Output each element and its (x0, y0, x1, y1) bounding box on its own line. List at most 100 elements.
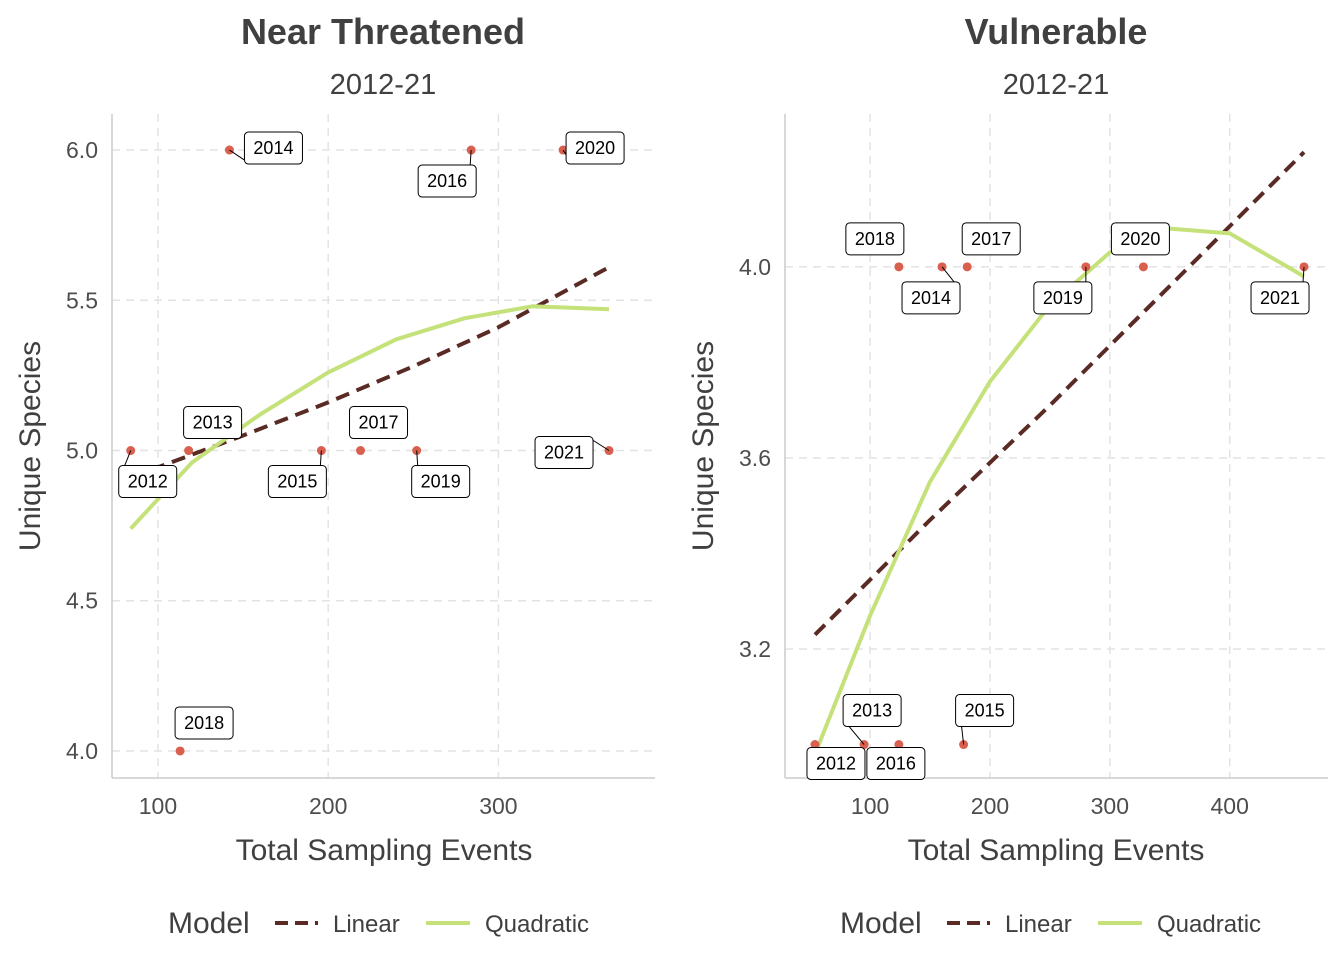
point-label: 2020 (1120, 229, 1160, 249)
series-line-quadratic (129, 304, 610, 530)
point-label: 2013 (193, 413, 233, 433)
x-axis-title: Total Sampling Events (236, 834, 533, 867)
point-label: 2016 (876, 754, 916, 774)
label-leader-line (1302, 266, 1305, 282)
legend-title: Model (168, 907, 250, 940)
point-label: 2020 (575, 138, 615, 158)
y-tick-labels: 4.0 4.5 5.0 5.5 6.0 (66, 137, 98, 764)
y-tick-label: 3.6 (739, 445, 771, 471)
point-label: 2012 (816, 754, 856, 774)
y-axis-title: Unique Species (687, 341, 720, 551)
point-label-box (565, 131, 625, 165)
point-label: 2014 (911, 288, 951, 308)
x-tick-labels: 100 200 300 (139, 793, 518, 819)
legend-left: Model Linear Quadratic (168, 907, 589, 940)
point-label: 2015 (965, 701, 1005, 721)
point-labels: 2012 2013 2014 2015 2016 2017 2018 2019 2020 2021 (118, 131, 625, 740)
point-label-box (961, 222, 1021, 256)
x-tick-labels: 100 200 300 400 (851, 793, 1249, 819)
y-tick-label: 6.0 (66, 137, 98, 163)
point-label-box (534, 436, 594, 470)
point-label-box (411, 465, 471, 499)
point-label: 2018 (855, 229, 895, 249)
y-tick-label: 5.5 (66, 287, 98, 313)
point-label-box (1033, 281, 1093, 315)
point-label-box (267, 465, 327, 499)
y-tick-label: 3.2 (739, 636, 771, 662)
point-label: 2018 (184, 713, 224, 733)
data-point (356, 446, 366, 456)
label-leader-line (416, 450, 419, 466)
label-leader-line (124, 450, 132, 466)
legend-label-linear: Linear (333, 911, 400, 938)
point-label-box (806, 747, 866, 781)
point-label: 2016 (427, 171, 467, 191)
x-tick-label: 400 (1211, 793, 1249, 819)
x-tick-label: 200 (309, 793, 347, 819)
chart-subtitle: 2012-21 (330, 69, 436, 101)
point-label-box (417, 164, 477, 198)
y-axis-title: Unique Species (14, 341, 47, 551)
series-line-linear (813, 150, 1306, 637)
panel-near-threatened: Near Threatened 2012-21 4.0 4.5 5.0 5.5 … (14, 11, 655, 867)
chart-subtitle: 2012-21 (1003, 69, 1109, 101)
point-label-box (845, 222, 905, 256)
x-tick-label: 100 (139, 793, 177, 819)
point-label-box (243, 131, 303, 165)
point-labels: 2012 2013 2014 2015 2016 2017 2018 2019 2020 2021 (806, 222, 1310, 781)
x-tick-label: 100 (851, 793, 889, 819)
label-leader-line (961, 726, 965, 745)
legend-label-quadratic: Quadratic (485, 911, 589, 938)
point-label-box (1110, 222, 1170, 256)
point-label-box (118, 465, 178, 499)
point-label: 2021 (544, 443, 584, 463)
point-label-box (174, 706, 234, 740)
y-tick-label: 4.0 (66, 738, 98, 764)
point-label: 2017 (358, 413, 398, 433)
x-tick-label: 300 (479, 793, 517, 819)
legend-label-linear: Linear (1005, 911, 1072, 938)
x-axis-title: Total Sampling Events (908, 834, 1205, 867)
label-leader-line (941, 266, 955, 283)
y-tick-labels: 3.2 3.6 4.0 (739, 254, 771, 662)
y-tick-label: 5.0 (66, 438, 98, 464)
legend-title: Model (840, 907, 922, 940)
legend-right: Model Linear Quadratic (840, 907, 1261, 940)
y-tick-label: 4.5 (66, 588, 98, 614)
data-point (1138, 262, 1148, 272)
y-tick-label: 4.0 (739, 254, 771, 280)
chart-title: Near Threatened (241, 11, 525, 52)
point-label-box (1250, 281, 1310, 315)
series-line-linear (129, 265, 610, 480)
point-label: 2021 (1260, 288, 1300, 308)
data-point (894, 262, 904, 272)
x-tick-label: 200 (971, 793, 1009, 819)
data-point (962, 262, 972, 272)
model-lines (129, 265, 610, 530)
data-point (810, 740, 820, 750)
label-leader-line (469, 150, 472, 166)
data-points (126, 145, 614, 756)
legend-label-quadratic: Quadratic (1157, 911, 1261, 938)
data-point (175, 746, 185, 756)
gridlines (785, 114, 1328, 778)
point-label: 2015 (277, 472, 317, 492)
label-leader-line (848, 726, 865, 745)
panel-vulnerable: Vulnerable 2012-21 3.2 3.6 4.0 100 200 3… (687, 11, 1328, 867)
point-label: 2013 (852, 701, 892, 721)
point-label-box (866, 747, 926, 781)
point-label: 2014 (253, 138, 293, 158)
point-label: 2012 (128, 472, 168, 492)
point-label-box (901, 281, 961, 315)
point-label-box (955, 694, 1015, 728)
x-tick-label: 300 (1091, 793, 1129, 819)
data-point (894, 740, 904, 750)
point-label: 2019 (421, 472, 461, 492)
point-label-box (349, 406, 409, 440)
point-label-box (842, 694, 902, 728)
label-leader-line (319, 450, 322, 466)
chart-title: Vulnerable (965, 11, 1148, 52)
data-point (184, 446, 194, 456)
